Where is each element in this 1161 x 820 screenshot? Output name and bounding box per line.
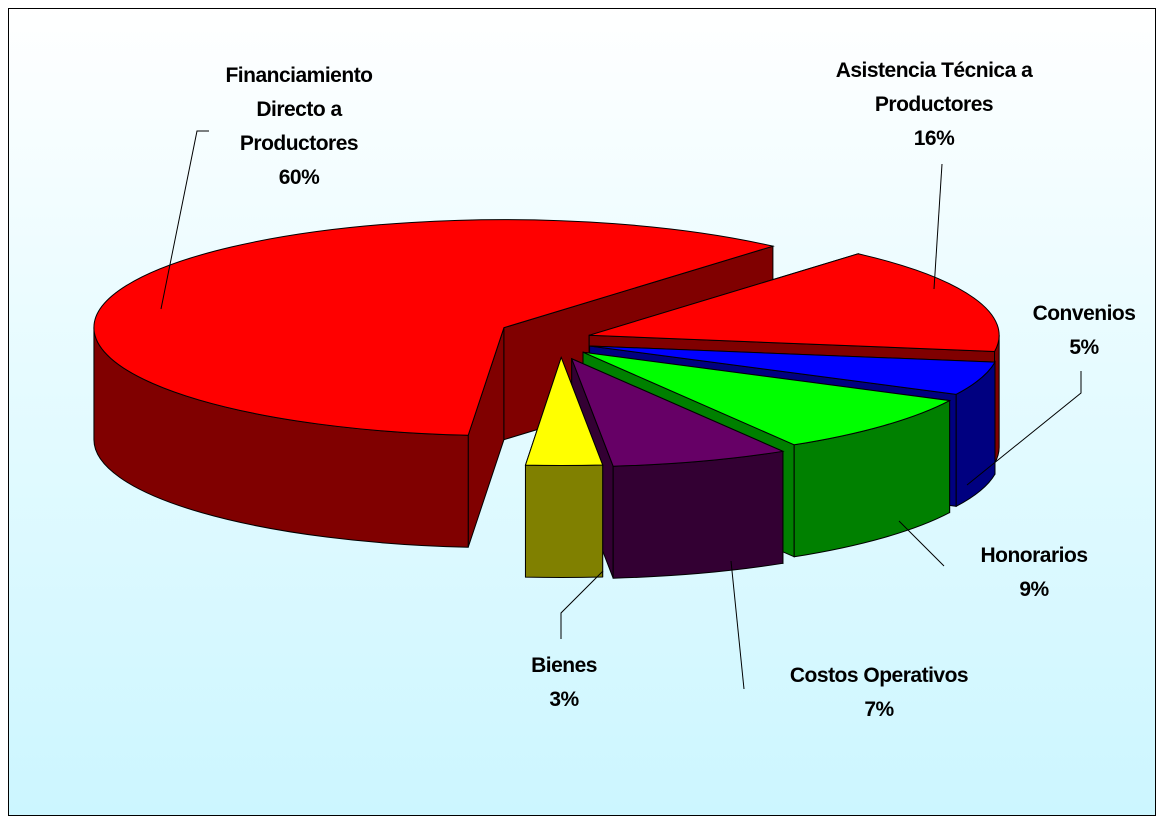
slice <box>582 351 952 446</box>
chart <box>93 130 1082 690</box>
slice <box>524 356 604 466</box>
value-label: 7% <box>864 698 894 721</box>
leader-line <box>160 130 209 310</box>
leader-line <box>966 371 1082 486</box>
slice <box>93 219 775 436</box>
category-label: Asistencia Técnica a Productores <box>835 59 1033 116</box>
category-label: Bienes <box>531 654 597 677</box>
value-label: 9% <box>1019 578 1049 601</box>
leader-line <box>933 163 943 290</box>
slice <box>589 253 1000 352</box>
value-label: 3% <box>549 688 579 711</box>
value-label: 16% <box>913 127 955 150</box>
data-label: Convenios 5% <box>954 297 1155 365</box>
leader-line <box>560 570 604 639</box>
category-label: Convenios <box>1032 302 1136 325</box>
data-label: Financiamiento Directo a Productores 60% <box>204 59 394 195</box>
slice-side <box>612 450 784 579</box>
slice-side <box>524 464 604 578</box>
slice <box>589 345 996 395</box>
category-label: Honorarios <box>980 544 1088 567</box>
leader-line <box>730 560 745 690</box>
value-label: 5% <box>1069 336 1099 359</box>
data-label: Costos Operativos 7% <box>749 659 1009 727</box>
value-label: 60% <box>278 166 320 189</box>
data-label: Bienes 3% <box>434 649 694 717</box>
leader-line <box>898 520 945 567</box>
slice <box>570 357 785 467</box>
data-label: Honorarios 9% <box>904 539 1155 607</box>
category-label: Costos Operativos <box>789 664 969 687</box>
chart-area: Financiamiento Directo a Productores 60% A… <box>8 8 1156 816</box>
category-label: Financiamiento Directo a Productores <box>225 64 373 155</box>
data-label: Asistencia Técnica a Productores 16% <box>829 54 1039 156</box>
